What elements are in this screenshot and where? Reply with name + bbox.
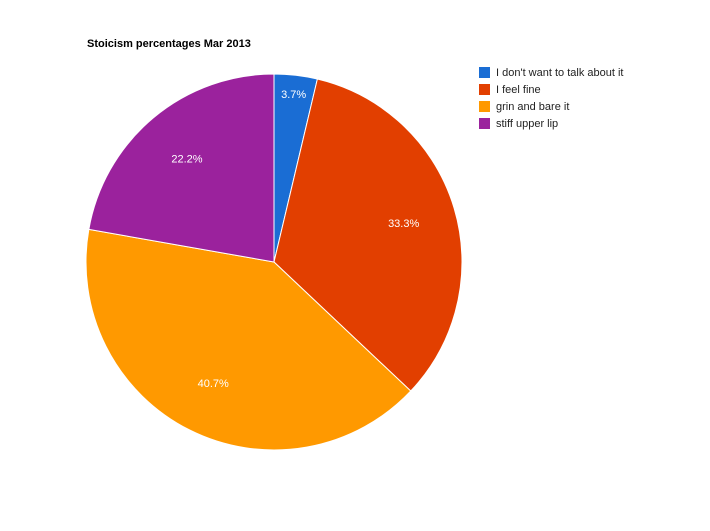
legend-item-no-talk[interactable]: I don't want to talk about it (479, 64, 623, 81)
legend-item-feel-fine[interactable]: I feel fine (479, 81, 623, 98)
legend-label: I don't want to talk about it (496, 66, 624, 79)
legend-swatch (479, 101, 490, 112)
legend-label: grin and bare it (496, 100, 570, 113)
slice-percent-label: 40.7% (198, 378, 229, 390)
legend-swatch (479, 84, 490, 95)
legend-item-grin-bare[interactable]: grin and bare it (479, 98, 623, 115)
legend-swatch (479, 67, 490, 78)
chart-legend: I don't want to talk about it I feel fin… (479, 64, 623, 132)
legend-label: I feel fine (496, 83, 541, 96)
slice-grin-bare[interactable] (85, 228, 412, 451)
slice-feel-fine[interactable] (273, 78, 463, 392)
chart-title: Stoicism percentages Mar 2013 (87, 38, 251, 50)
legend-label: stiff upper lip (496, 117, 559, 130)
slice-stiff-lip[interactable] (88, 73, 275, 263)
slice-percent-label: 3.7% (281, 89, 306, 101)
legend-item-stiff-lip[interactable]: stiff upper lip (479, 115, 623, 132)
legend-swatch (479, 118, 490, 129)
slice-percent-label: 22.2% (171, 153, 202, 165)
slice-percent-label: 33.3% (388, 218, 419, 230)
